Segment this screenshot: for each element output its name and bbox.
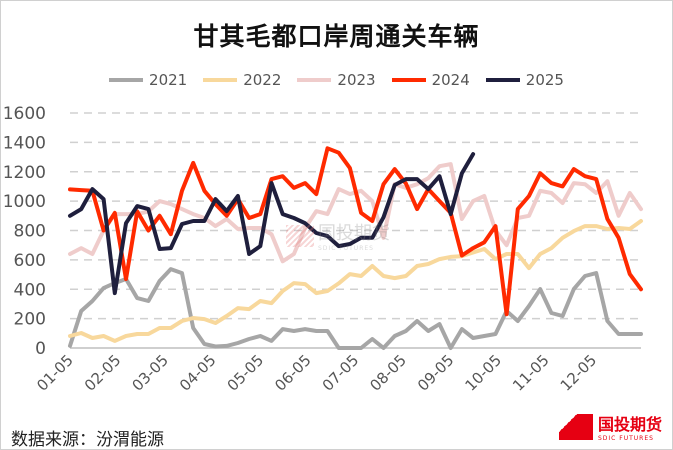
x-tick-label: 07-05 <box>319 351 363 395</box>
series-line-2021 <box>68 267 643 350</box>
legend-item-2022: 2022 <box>203 71 281 89</box>
x-tick-label: 02-05 <box>81 351 125 395</box>
legend-swatch <box>203 78 238 82</box>
watermark: 国投期货 SDIC FUTURES <box>286 219 390 252</box>
y-tick-label: 1200 <box>3 163 46 183</box>
legend-swatch <box>391 78 426 82</box>
y-tick-label: 1600 <box>3 104 46 124</box>
x-tick-label: 03-05 <box>128 351 172 395</box>
legend-item-2021: 2021 <box>109 71 187 89</box>
watermark-cn: 国投期货 <box>318 223 390 244</box>
series-line-2024 <box>68 146 643 317</box>
y-tick-label: 800 <box>14 222 46 242</box>
legend-label: 2022 <box>243 71 282 89</box>
y-tick-label: 1400 <box>3 133 46 153</box>
x-tick-label: 06-05 <box>271 351 315 395</box>
x-tick-label: 09-05 <box>414 351 458 395</box>
legend-swatch <box>485 78 520 82</box>
legend-item-2023: 2023 <box>297 71 376 89</box>
logo-en: SDIC FUTURES <box>597 435 654 442</box>
x-tick-label: 10-05 <box>462 351 506 395</box>
legend-label: 2025 <box>525 71 564 89</box>
legend: 2021 2022 2023 2024 2025 <box>1 71 672 89</box>
series-line-2022 <box>68 219 643 343</box>
x-tick-label: 12-05 <box>557 351 601 395</box>
watermark-en: SDIC FUTURES <box>318 245 374 252</box>
logo-cn: 国投期货 <box>597 415 662 434</box>
x-tick-label: 05-05 <box>224 351 268 395</box>
legend-label: 2024 <box>431 71 470 89</box>
source-note: 数据来源：汾渭能源 <box>11 430 164 450</box>
company-logo: 国投期货 SDIC FUTURES <box>558 411 662 442</box>
series-line-2025 <box>68 152 476 296</box>
logo-mark-icon <box>558 413 593 440</box>
x-tick-label: 04-05 <box>176 351 220 395</box>
y-tick-label: 200 <box>14 310 46 330</box>
y-tick-label: 1000 <box>3 192 46 212</box>
legend-label: 2021 <box>149 71 188 89</box>
x-tick-label: 11-05 <box>509 351 553 395</box>
y-tick-label: 400 <box>14 280 46 300</box>
x-tick-label: 08-05 <box>366 351 410 395</box>
legend-label: 2023 <box>337 71 376 89</box>
watermark-logo-icon <box>286 224 314 247</box>
legend-item-2025: 2025 <box>485 71 564 89</box>
y-tick-label: 0 <box>35 339 46 359</box>
legend-item-2024: 2024 <box>391 71 470 89</box>
chart-title: 甘其毛都口岸周通关车辆 <box>193 22 480 51</box>
y-tick-label: 600 <box>14 251 46 271</box>
legend-swatch <box>297 78 332 82</box>
legend-swatch <box>109 78 144 82</box>
